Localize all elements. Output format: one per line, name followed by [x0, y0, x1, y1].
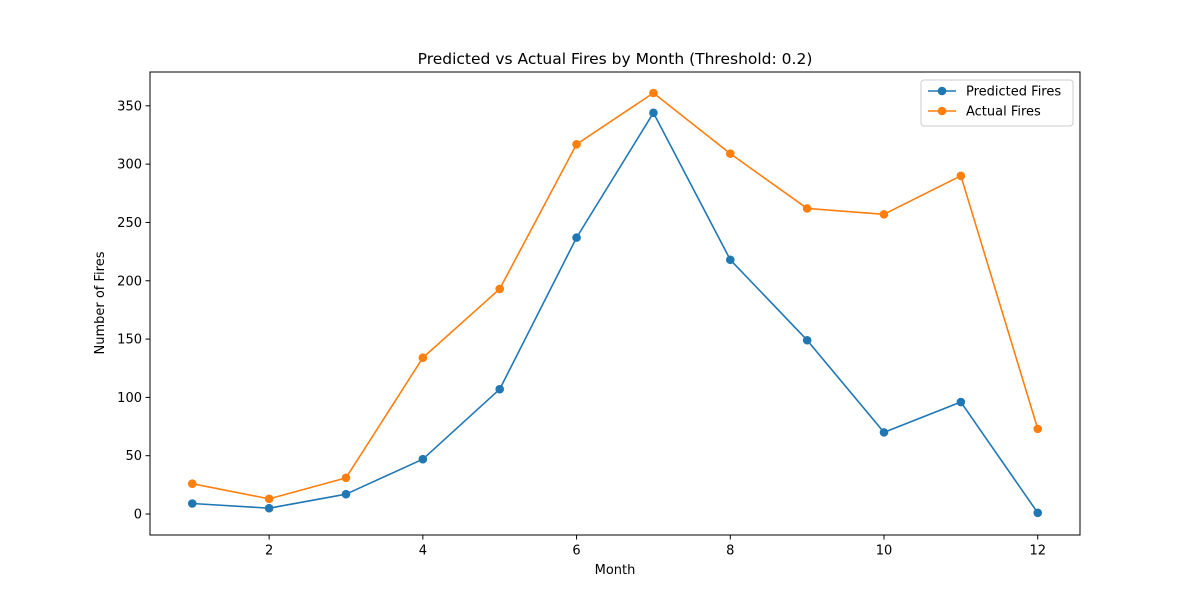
- data-point-series-1-month-5: [495, 384, 505, 394]
- y-tick-label: 50: [125, 449, 142, 464]
- data-point-series-2-month-4: [418, 353, 428, 363]
- x-tick-label: 10: [876, 544, 893, 559]
- data-point-series-2-month-6: [572, 140, 581, 149]
- y-tick-label: 100: [117, 391, 142, 406]
- plot-area: [187, 88, 1043, 518]
- data-point-series-2-month-11: [956, 171, 966, 181]
- y-axis: 0 50 100 150 200 250 300 350: [117, 99, 150, 523]
- data-point-series-2-month-1: [187, 479, 197, 488]
- data-point-series-1-month-8: [725, 255, 735, 265]
- data-point-series-1-month-6: [572, 233, 581, 242]
- data-point-series-1-month-10: [879, 428, 889, 437]
- data-point-series-2-month-7: [649, 88, 658, 98]
- data-point-series-1-month-12: [1033, 508, 1043, 518]
- axes-frame: [149, 71, 1081, 536]
- legend-label-1: Predicted Fires: [966, 85, 1061, 100]
- y-tick-label: 250: [117, 216, 142, 231]
- data-point-series-1-month-3: [341, 489, 351, 499]
- x-tick-label: 6: [572, 544, 580, 559]
- legend-marker-1: [937, 86, 947, 96]
- x-tick-label: 8: [726, 544, 734, 559]
- legend-box: [920, 79, 1074, 127]
- data-point-series-1-month-2: [264, 503, 274, 513]
- y-tick-label: 350: [117, 99, 142, 114]
- x-tick-label: 2: [265, 544, 273, 559]
- data-point-series-2-month-9: [802, 204, 812, 213]
- axes-spines: [149, 71, 1081, 536]
- chart-title: Predicted vs Actual Fires by Month (Thre…: [418, 50, 813, 68]
- y-tick-label: 300: [117, 158, 142, 173]
- legend-marker-2: [937, 106, 947, 116]
- data-point-series-2-month-5: [495, 284, 505, 294]
- x-axis-label: Month: [595, 563, 636, 578]
- data-point-series-2-month-8: [725, 149, 735, 158]
- data-point-series-1-month-9: [802, 335, 812, 345]
- data-point-series-2-month-10: [879, 209, 889, 219]
- x-axis: 2 4 6 8 10 12: [265, 535, 1046, 559]
- legend-label-2: Actual Fires: [966, 105, 1041, 120]
- legend: Predicted Fires Actual Fires: [920, 79, 1074, 127]
- y-tick-label: 200: [117, 274, 142, 289]
- data-point-series-1-month-1: [187, 499, 197, 508]
- data-point-series-2-month-2: [264, 494, 274, 504]
- x-tick-label: 12: [1029, 544, 1046, 559]
- series-line-2: [192, 92, 1039, 500]
- data-point-series-1-month-11: [956, 397, 966, 407]
- data-point-series-1-month-7: [649, 108, 658, 118]
- data-point-series-1-month-4: [418, 454, 428, 464]
- data-point-series-2-month-3: [341, 473, 351, 483]
- y-tick-label: 150: [117, 333, 142, 348]
- y-axis-label: Number of Fires: [93, 251, 108, 354]
- x-tick-label: 4: [419, 544, 427, 559]
- series-line-1: [192, 112, 1039, 514]
- data-point-series-2-month-12: [1033, 424, 1043, 434]
- y-tick-label: 0: [134, 508, 142, 523]
